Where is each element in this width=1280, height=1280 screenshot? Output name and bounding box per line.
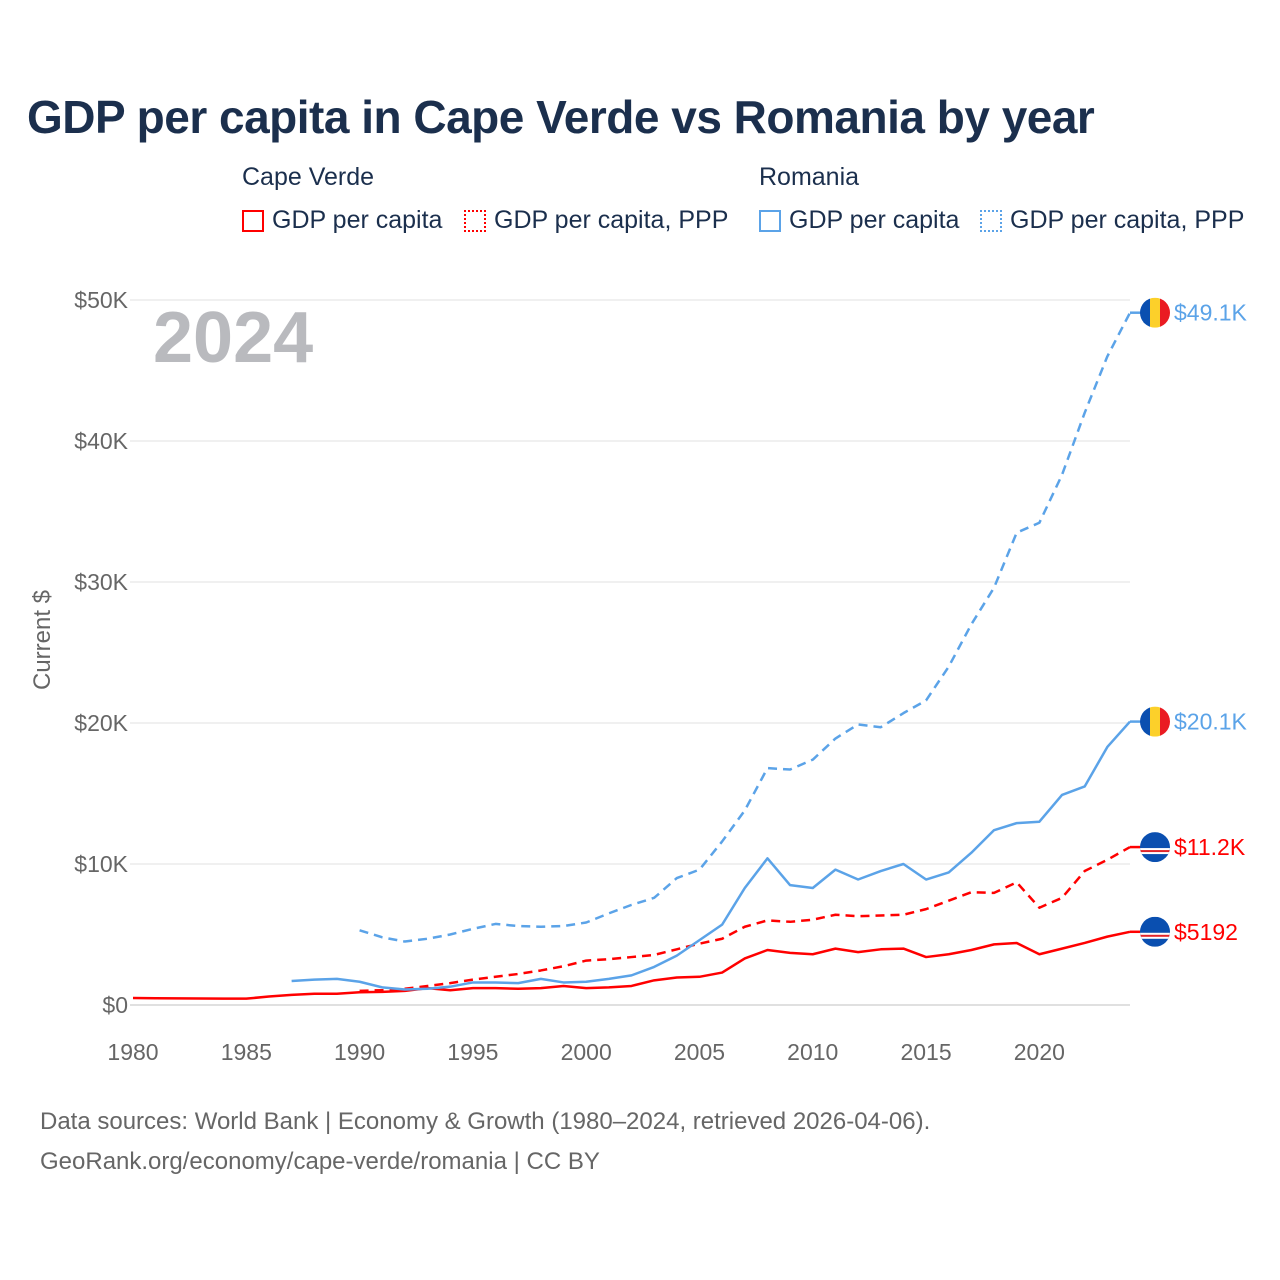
y-tick-label: $40K <box>74 428 128 454</box>
end-value-label: $11.2K <box>1174 834 1246 860</box>
legend-swatch-dotted <box>980 209 1002 232</box>
legend-item-ro-gdp[interactable]: GDP per capita <box>759 206 959 235</box>
year-watermark: 2024 <box>153 298 313 378</box>
y-axis-label: Current $ <box>29 590 56 690</box>
legend-group-cape-verde: Cape Verde <box>242 163 375 191</box>
source-line-1: Data sources: World Bank | Economy & Gro… <box>40 1108 931 1135</box>
end-value-label: $20.1K <box>1174 709 1248 735</box>
x-tick-label: 1985 <box>221 1039 272 1065</box>
source-line-2[interactable]: GeoRank.org/economy/cape-verde/romania |… <box>40 1148 600 1175</box>
x-tick-label: 2020 <box>1014 1039 1065 1065</box>
end-value-label: $49.1K <box>1174 300 1248 326</box>
legend-item-ro-ppp[interactable]: GDP per capita, PPP <box>980 206 1244 235</box>
legend-swatch-solid <box>242 209 264 232</box>
legend-label: GDP per capita, PPP <box>1010 206 1245 234</box>
series-line-0 <box>132 930 1131 1000</box>
legend-swatch-dotted <box>464 209 486 232</box>
x-tick-label: 2005 <box>674 1039 725 1065</box>
chart-title: GDP per capita in Cape Verde vs Romania … <box>27 91 1095 143</box>
legend-label: GDP per capita <box>789 206 960 234</box>
x-tick-label: 2015 <box>900 1039 951 1065</box>
legend-group-romania: Romania <box>759 163 860 191</box>
y-tick-label: $10K <box>74 851 128 877</box>
x-tick-label: 1980 <box>107 1039 158 1065</box>
legend-label: GDP per capita <box>272 206 443 234</box>
end-value-label: $5192 <box>1174 919 1238 945</box>
legend-item-cv-ppp[interactable]: GDP per capita, PPP <box>464 206 728 235</box>
legend-item-cv-gdp[interactable]: GDP per capita <box>242 206 442 235</box>
series-line-3 <box>359 312 1132 943</box>
y-tick-label: $30K <box>74 569 128 595</box>
romania-flag-icon <box>1140 706 1170 737</box>
legend-swatch-solid <box>759 209 781 232</box>
legend-label: GDP per capita, PPP <box>494 206 729 234</box>
series-line-2 <box>291 720 1131 991</box>
y-tick-label: $20K <box>74 710 128 736</box>
x-tick-label: 1990 <box>334 1039 385 1065</box>
cape-verde-flag-icon <box>1140 832 1170 863</box>
x-tick-label: 1995 <box>447 1039 498 1065</box>
x-tick-label: 2010 <box>787 1039 838 1065</box>
y-tick-label: $0 <box>102 992 128 1018</box>
y-tick-label: $50K <box>74 287 128 313</box>
series-line-1 <box>359 845 1131 993</box>
x-tick-label: 2000 <box>561 1039 612 1065</box>
romania-flag-icon <box>1140 297 1170 328</box>
cape-verde-flag-icon <box>1140 916 1170 947</box>
plot-area: 2024 Current $ $0 $10K $20K $30K $40K $50K 198… <box>29 287 1248 1065</box>
